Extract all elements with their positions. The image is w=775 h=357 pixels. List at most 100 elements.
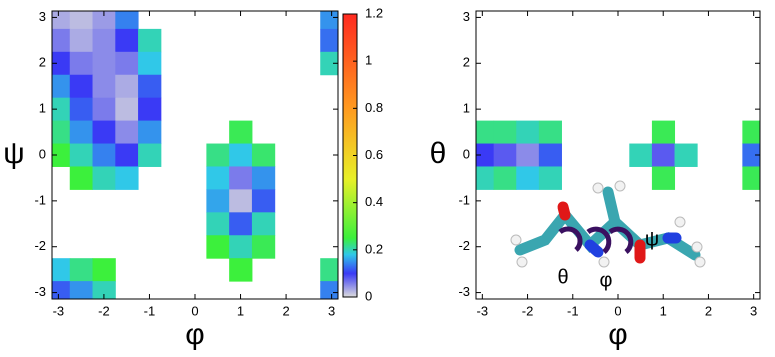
heatmap-cell xyxy=(93,121,116,144)
heatmap-cell xyxy=(206,166,229,189)
heatmap-cell xyxy=(138,121,161,144)
heatmap-cell xyxy=(70,144,93,167)
heatmap-cell xyxy=(206,212,229,235)
x-tick-label: 0 xyxy=(191,303,198,318)
heatmap-cell xyxy=(516,144,539,167)
y-tick-label: 0 xyxy=(463,146,470,161)
x-tick-label: 2 xyxy=(282,303,289,318)
heatmap-cell xyxy=(652,121,675,144)
heatmap-cell xyxy=(320,52,343,75)
heatmap-cell xyxy=(70,281,93,304)
y-axis-label: θ xyxy=(430,137,447,170)
heatmap-cell xyxy=(115,121,138,144)
heatmap-cell xyxy=(115,52,138,75)
heatmap-cell xyxy=(252,235,275,258)
y-tick-label: 3 xyxy=(39,9,46,24)
heatmap-cell xyxy=(138,144,161,167)
y-tick-label: 1 xyxy=(39,101,46,116)
x-tick-label: 1 xyxy=(237,303,244,318)
x-tick-label: 2 xyxy=(705,303,712,318)
heatmap-cell xyxy=(539,144,562,167)
x-axis-label: φ xyxy=(608,318,627,351)
heatmap-cell xyxy=(320,258,343,281)
heatmap-cell xyxy=(47,6,70,29)
heatmap-cell xyxy=(138,52,161,75)
y-tick-label: -3 xyxy=(34,284,46,299)
heatmap-cell xyxy=(652,166,675,189)
colorbar-tick-label: 0.8 xyxy=(365,100,383,115)
x-tick-label: -2 xyxy=(98,303,110,318)
heatmap-cell xyxy=(115,29,138,52)
heatmap-cell xyxy=(229,212,252,235)
heatmap-cell xyxy=(93,52,116,75)
heatmap-cell xyxy=(252,212,275,235)
heatmap-cell xyxy=(675,144,698,167)
y-tick-label: 0 xyxy=(39,146,46,161)
heatmap-cell xyxy=(115,166,138,189)
heatmap-cell xyxy=(252,166,275,189)
heatmap-cell xyxy=(93,29,116,52)
x-tick-label: -1 xyxy=(567,303,579,318)
heatmap-cell xyxy=(93,166,116,189)
x-tick-label: 3 xyxy=(750,303,757,318)
heatmap-cell xyxy=(138,75,161,98)
heatmap-cell xyxy=(252,189,275,212)
heatmap-cell xyxy=(516,121,539,144)
heatmap-cell xyxy=(47,75,70,98)
heatmap-cell xyxy=(47,121,70,144)
heatmap-cell xyxy=(115,144,138,167)
heatmap-cell xyxy=(629,144,652,167)
heatmap-cell xyxy=(70,6,93,29)
heatmap-cell xyxy=(70,52,93,75)
heatmap-cell xyxy=(138,98,161,121)
x-tick-label: -3 xyxy=(477,303,489,318)
heatmap-cell xyxy=(206,235,229,258)
heatmap-cell xyxy=(652,144,675,167)
heatmap-cell xyxy=(229,144,252,167)
heatmap-cell xyxy=(494,144,517,167)
x-tick-label: 1 xyxy=(660,303,667,318)
heatmap-cell xyxy=(70,166,93,189)
x-tick-label: -2 xyxy=(522,303,534,318)
heatmap-cell xyxy=(115,75,138,98)
y-tick-label: 3 xyxy=(463,9,470,24)
heatmap-cell xyxy=(539,166,562,189)
x-tick-label: 0 xyxy=(614,303,621,318)
x-axis-label: φ xyxy=(185,318,204,351)
heatmap-cell xyxy=(742,144,765,167)
annotation: θ xyxy=(557,266,568,288)
heatmap-cell xyxy=(70,121,93,144)
heatmap-cell xyxy=(742,121,765,144)
colorbar-tick-label: 0.6 xyxy=(365,147,383,162)
heatmap-cell xyxy=(206,189,229,212)
heatmap-cell xyxy=(320,281,343,304)
molecule-illustration xyxy=(511,181,705,267)
annotation: ψ xyxy=(645,228,659,250)
heatmap-cell xyxy=(206,144,229,167)
heatmap-cell xyxy=(47,281,70,304)
x-tick-label: -1 xyxy=(144,303,156,318)
heatmap-cell xyxy=(93,258,116,281)
y-tick-label: 2 xyxy=(39,55,46,70)
heatmap-cell xyxy=(115,6,138,29)
heatmap-cell xyxy=(47,144,70,167)
heatmap-cell xyxy=(539,121,562,144)
heatmap-cell xyxy=(93,6,116,29)
heatmap-cell xyxy=(70,75,93,98)
heatmap-cell xyxy=(93,144,116,167)
heatmap-cell xyxy=(320,29,343,52)
heatmap-cell xyxy=(229,166,252,189)
heatmap-cell xyxy=(471,144,494,167)
colorbar-tick-label: 0 xyxy=(365,288,372,303)
heatmap-cell xyxy=(494,166,517,189)
heatmap-cell xyxy=(70,98,93,121)
colorbar-tick-label: 1 xyxy=(365,53,372,68)
y-tick-label: -1 xyxy=(34,192,46,207)
x-tick-label: -3 xyxy=(53,303,65,318)
y-tick-label: -2 xyxy=(34,238,46,253)
y-tick-label: -3 xyxy=(458,284,470,299)
heatmap-cell xyxy=(516,166,539,189)
heatmap-cell xyxy=(494,121,517,144)
